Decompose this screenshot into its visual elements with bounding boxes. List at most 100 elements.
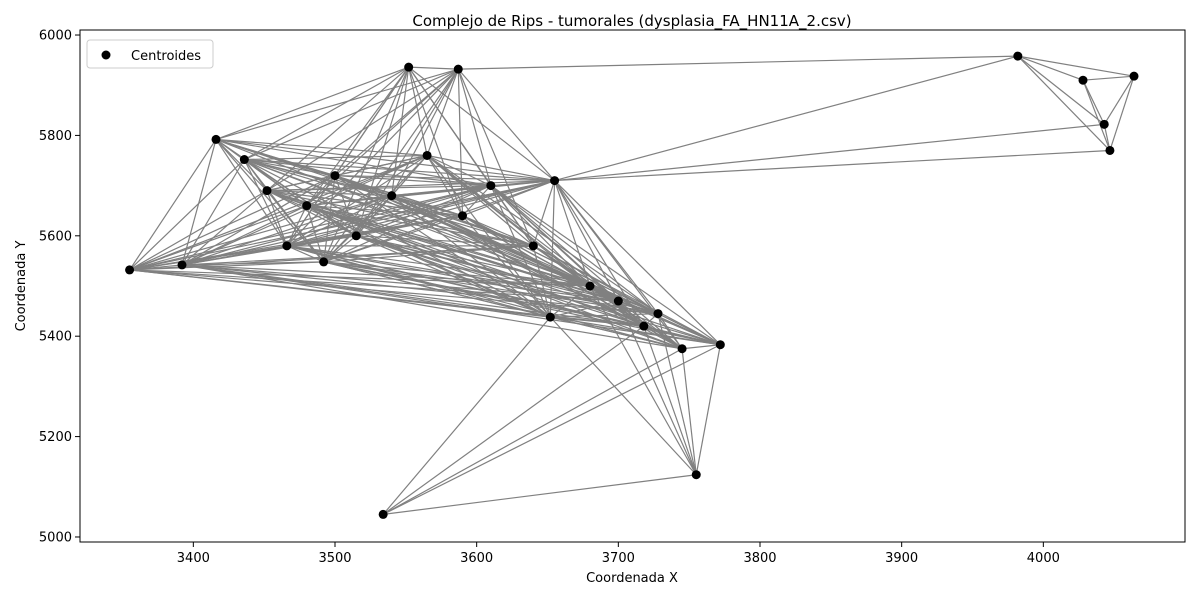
rips-edge <box>382 325 645 515</box>
rips-edge <box>129 175 336 271</box>
rips-edge <box>129 185 491 271</box>
rips-edge <box>286 68 459 247</box>
rips-edge <box>306 66 410 207</box>
rips-edge <box>323 261 591 287</box>
rips-edge <box>129 269 619 302</box>
y-tick-label: 5000 <box>39 530 72 545</box>
x-axis: 3400 3500 3600 3700 3800 3900 4000 <box>177 542 1060 566</box>
rips-edge <box>457 68 492 186</box>
rips-edge <box>695 344 721 475</box>
rips-edge <box>1017 55 1105 125</box>
legend-marker <box>101 50 111 60</box>
rips-edge <box>306 68 459 207</box>
rips-edge <box>382 316 551 515</box>
x-tick-label: 3700 <box>602 551 635 566</box>
rips-edge <box>355 68 459 237</box>
rips-edge <box>129 154 428 271</box>
rips-edge <box>1017 55 1135 77</box>
centroid-point <box>351 231 361 241</box>
centroid-point <box>239 155 249 165</box>
y-axis: 5000 5200 5400 5600 5800 6000 <box>39 29 80 545</box>
centroid-point <box>177 260 187 270</box>
x-tick-label: 4000 <box>1027 551 1060 566</box>
rips-edge <box>554 180 591 287</box>
rips-edge <box>617 300 645 327</box>
rips-edge <box>426 155 551 318</box>
rips-edge <box>334 175 619 302</box>
x-axis-label: Coordenada X <box>586 571 678 586</box>
rips-edge <box>550 316 644 327</box>
y-tick-label: 5800 <box>39 129 72 144</box>
rips-edge <box>129 159 245 271</box>
rips-edge <box>490 185 659 315</box>
rips-edge <box>617 300 697 475</box>
rips-edge <box>462 215 534 247</box>
rips-edge <box>323 261 619 302</box>
rips-edge <box>550 300 619 318</box>
rips-edge <box>356 235 551 318</box>
centroid-point <box>282 241 292 251</box>
rips-edge <box>391 195 463 217</box>
rips-edge <box>554 180 721 346</box>
rips-edge <box>215 138 591 287</box>
rips-edge <box>181 264 683 350</box>
rips-edge <box>286 245 324 263</box>
rips-edge <box>323 261 721 346</box>
centroid-point <box>1078 75 1088 85</box>
rips-edge <box>554 123 1105 182</box>
rips-edge <box>549 285 591 318</box>
centroid-point <box>378 509 388 519</box>
legend-box <box>86 39 214 69</box>
rips-edge <box>1082 79 1111 151</box>
centroid-point <box>691 470 701 480</box>
rips-edge <box>323 68 459 263</box>
rips-edge <box>181 159 245 266</box>
legend: Centroides <box>86 39 214 69</box>
y-tick-label: 5400 <box>39 330 72 345</box>
rips-edge <box>589 285 697 476</box>
rips-edge <box>554 149 1110 182</box>
rips-edge <box>657 313 697 475</box>
centroid-point <box>1129 71 1139 81</box>
rips-edge <box>129 180 555 271</box>
x-tick-label: 3900 <box>885 551 918 566</box>
y-tick-label: 5600 <box>39 229 72 244</box>
centroid-point <box>545 312 555 322</box>
rips-edge <box>129 190 268 271</box>
rips-edge <box>457 68 556 181</box>
rips-edge <box>355 66 410 236</box>
rips-edge <box>532 180 556 247</box>
rips-edge <box>426 155 464 217</box>
rips-edge <box>589 285 683 350</box>
rips-edge <box>215 66 409 140</box>
rips-edge <box>550 313 659 318</box>
centroid-point <box>1105 145 1115 155</box>
centroid-point <box>528 241 538 251</box>
rips-edge <box>554 180 619 302</box>
rips-edge <box>391 68 459 196</box>
rips-edge <box>391 155 428 197</box>
rips-edge <box>550 316 721 346</box>
rips-edge <box>306 205 534 247</box>
rips-edge <box>334 66 410 176</box>
rips-edge <box>391 195 551 318</box>
centroid-point <box>330 171 340 181</box>
x-tick-label: 3800 <box>743 551 776 566</box>
rips-edge <box>266 190 288 247</box>
centroid-point <box>1099 119 1109 129</box>
rips-edge <box>181 139 217 266</box>
rips-edge <box>215 138 428 157</box>
rips-edge <box>533 245 721 346</box>
centroid-point <box>1013 51 1023 61</box>
rips-edge <box>356 235 645 327</box>
centroid-point <box>211 134 221 144</box>
rips-edge <box>181 264 644 327</box>
rips-edge <box>549 316 697 476</box>
legend-label: Centroides <box>131 49 201 64</box>
rips-edge <box>549 180 556 318</box>
y-tick-label: 5200 <box>39 430 72 445</box>
rips-edge <box>244 158 591 287</box>
rips-edge <box>1082 79 1105 125</box>
